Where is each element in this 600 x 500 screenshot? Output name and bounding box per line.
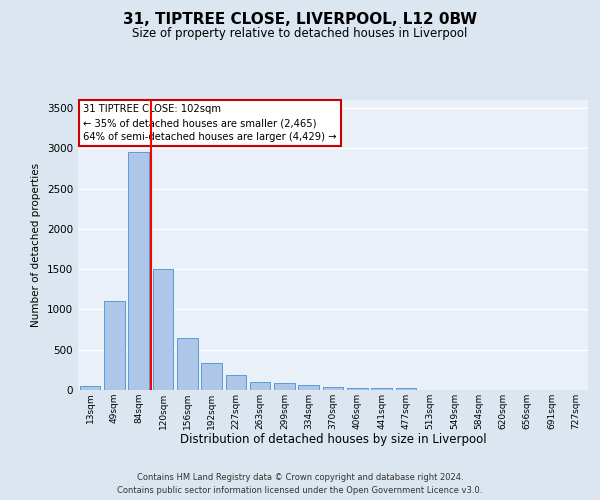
Bar <box>80 386 100 390</box>
Y-axis label: Number of detached properties: Number of detached properties <box>31 163 41 327</box>
Bar <box>371 388 392 390</box>
Text: Distribution of detached houses by size in Liverpool: Distribution of detached houses by size … <box>179 432 487 446</box>
Text: 31, TIPTREE CLOSE, LIVERPOOL, L12 0BW: 31, TIPTREE CLOSE, LIVERPOOL, L12 0BW <box>123 12 477 28</box>
Bar <box>298 385 319 390</box>
Text: Size of property relative to detached houses in Liverpool: Size of property relative to detached ho… <box>133 28 467 40</box>
Bar <box>152 269 173 390</box>
Bar <box>104 302 125 390</box>
Text: Contains HM Land Registry data © Crown copyright and database right 2024.: Contains HM Land Registry data © Crown c… <box>137 472 463 482</box>
Bar <box>201 364 222 390</box>
Bar <box>274 383 295 390</box>
Bar <box>128 152 149 390</box>
Text: 31 TIPTREE CLOSE: 102sqm
← 35% of detached houses are smaller (2,465)
64% of sem: 31 TIPTREE CLOSE: 102sqm ← 35% of detach… <box>83 104 337 142</box>
Bar <box>323 387 343 390</box>
Bar <box>177 338 197 390</box>
Bar <box>226 375 246 390</box>
Bar <box>395 388 416 390</box>
Bar <box>250 382 271 390</box>
Text: Contains public sector information licensed under the Open Government Licence v3: Contains public sector information licen… <box>118 486 482 495</box>
Bar <box>347 388 368 390</box>
